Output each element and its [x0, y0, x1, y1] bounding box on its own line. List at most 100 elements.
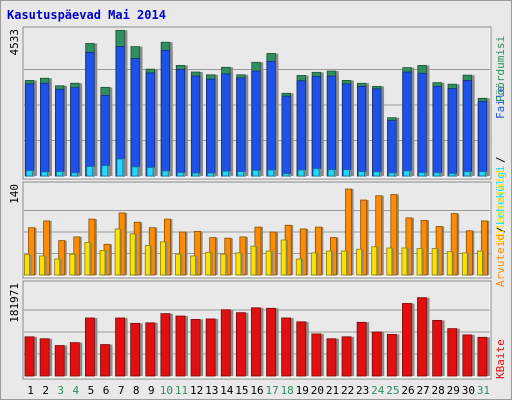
bar-kbytes-day-25 — [386, 334, 400, 377]
bar-sites-day-23 — [356, 248, 364, 276]
bar-kbytes-day-1 — [24, 336, 37, 377]
bar-files-day-25 — [387, 120, 400, 177]
day-label-27: 27 — [416, 384, 429, 397]
day-label-25: 25 — [386, 384, 399, 397]
day-label-9: 9 — [148, 384, 155, 397]
bar-files-day-3 — [55, 88, 67, 177]
day-label-21: 21 — [326, 384, 339, 397]
bar-sites-day-11 — [175, 253, 183, 276]
bar-files-day-10 — [160, 49, 173, 177]
bar-hits-day-8 — [131, 166, 140, 177]
bar-sites-day-6 — [99, 250, 107, 276]
bar-sites-day-5 — [84, 242, 92, 276]
bar-kbytes-day-12 — [190, 319, 204, 377]
bar-hits-day-6 — [101, 165, 110, 177]
legend-separator: / — [494, 226, 507, 233]
bar-kbytes-day-4 — [69, 342, 83, 377]
bar-files-day-18 — [281, 95, 294, 177]
day-label-23: 23 — [356, 384, 369, 397]
day-label-1: 1 — [27, 384, 34, 397]
bar-files-day-27 — [417, 72, 430, 177]
bar-files-day-5 — [85, 51, 98, 177]
day-label-14: 14 — [220, 384, 234, 397]
bar-sites-day-18 — [280, 239, 289, 276]
day-label-10: 10 — [160, 384, 173, 397]
bar-sites-day-31 — [477, 250, 485, 276]
day-label-26: 26 — [401, 384, 414, 397]
bar-hits-day-10 — [161, 170, 171, 177]
bar-hits-day-12 — [191, 172, 201, 177]
y-max-label: 181971 — [8, 283, 21, 323]
bar-hits-day-14 — [222, 170, 231, 177]
bar-hits-day-15 — [237, 171, 246, 177]
day-label-11: 11 — [175, 384, 188, 397]
bar-hits-day-27 — [418, 172, 427, 177]
bar-kbytes-day-26 — [402, 303, 415, 377]
day-label-5: 5 — [88, 384, 95, 397]
bar-kbytes-day-15 — [235, 312, 249, 377]
panel-top: 4533 — [8, 26, 492, 180]
side-legend: Pöördumisi — [494, 36, 507, 102]
legend-lehekulgi: Lehekülgi — [494, 165, 507, 225]
bar-files-day-22 — [341, 83, 354, 177]
day-label-29: 29 — [447, 384, 460, 397]
bar-kbytes-day-20 — [311, 333, 324, 377]
y-max-label: 4533 — [8, 29, 21, 56]
bar-kbytes-day-16 — [251, 307, 264, 377]
day-label-12: 12 — [190, 384, 203, 397]
bar-files-day-20 — [311, 75, 324, 177]
bar-hits-day-18 — [282, 173, 291, 177]
panel-bottom: 181971 — [8, 280, 492, 380]
y-max-label: 140 — [8, 184, 21, 204]
bar-kbytes-day-30 — [462, 334, 475, 377]
bar-files-day-21 — [326, 75, 339, 177]
side-legend: Faile — [494, 86, 507, 119]
bar-hits-day-7 — [116, 158, 125, 177]
bar-hits-day-30 — [463, 171, 473, 177]
day-label-8: 8 — [133, 384, 140, 397]
bar-files-day-13 — [206, 78, 218, 177]
bar-hits-day-16 — [252, 169, 261, 177]
legend-kulastajaid: Külastajaid — [494, 170, 507, 243]
day-label-13: 13 — [205, 384, 218, 397]
panel-middle: 140 — [8, 181, 492, 279]
day-label-7: 7 — [118, 384, 125, 397]
bar-hits-day-21 — [327, 169, 337, 177]
bar-sites-day-7 — [114, 228, 123, 276]
bar-sites-day-14 — [220, 253, 228, 276]
bar-sites-day-19 — [295, 258, 304, 276]
bar-hits-day-29 — [448, 173, 458, 177]
day-label-20: 20 — [311, 384, 324, 397]
bar-files-day-19 — [296, 80, 309, 177]
bar-kbytes-day-29 — [447, 328, 460, 377]
bar-sites-day-2 — [39, 255, 47, 276]
bar-files-day-17 — [266, 60, 279, 177]
day-label-22: 22 — [341, 384, 354, 397]
bar-sites-day-16 — [250, 245, 258, 276]
bar-kbytes-day-21 — [326, 338, 339, 377]
bar-files-day-23 — [357, 86, 369, 177]
bar-hits-day-17 — [267, 169, 276, 177]
bar-sites-day-21 — [326, 250, 334, 276]
bar-files-day-15 — [236, 77, 249, 177]
bar-kbytes-day-28 — [432, 319, 445, 377]
bar-sites-day-1 — [24, 254, 32, 276]
bar-kbytes-day-14 — [220, 309, 234, 377]
bar-sites-day-15 — [235, 252, 243, 276]
bar-kbytes-day-23 — [356, 321, 370, 377]
bar-kbytes-day-19 — [296, 321, 309, 377]
bar-kbytes-day-8 — [130, 322, 143, 377]
bar-hits-day-23 — [358, 171, 367, 177]
bar-sites-day-24 — [371, 246, 379, 276]
bar-files-day-2 — [39, 82, 52, 177]
bar-files-day-26 — [402, 71, 415, 177]
bar-kbytes-day-13 — [205, 318, 219, 377]
legend-faile: Faile — [494, 86, 507, 119]
bar-kbytes-day-18 — [281, 317, 294, 377]
bar-hits-day-24 — [373, 171, 382, 177]
bar-sites-day-8 — [129, 233, 138, 276]
bar-hits-day-9 — [146, 167, 156, 177]
bar-sites-day-9 — [144, 245, 153, 276]
